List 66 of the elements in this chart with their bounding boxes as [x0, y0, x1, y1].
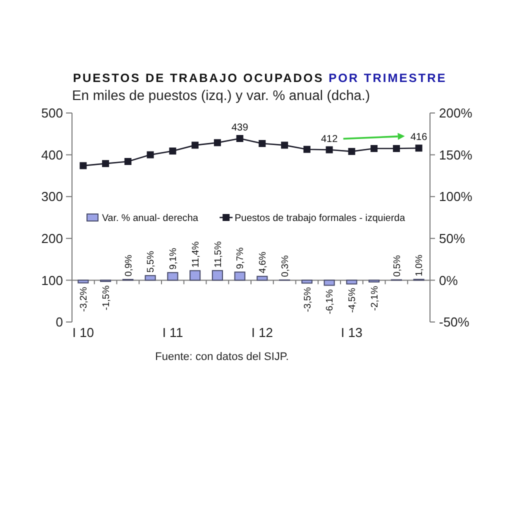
bar — [212, 270, 223, 281]
y2-tick-label: 200% — [439, 106, 473, 121]
y-tick-label: 0 — [56, 314, 63, 330]
bar — [346, 280, 358, 284]
y-tick-label: 200 — [41, 230, 63, 246]
point — [214, 139, 221, 146]
source-note: Fuente: con datos del SIJP. — [155, 351, 289, 363]
point — [370, 145, 378, 152]
data-label: 1,0% — [414, 254, 426, 276]
data-label: -2,1% — [369, 285, 380, 311]
data-label: 9,1% — [168, 247, 180, 270]
data-label: -4,5% — [347, 287, 358, 313]
point — [192, 142, 199, 149]
data-label: -3,2% — [78, 286, 90, 312]
data-label: 0,5% — [392, 254, 403, 277]
bar — [324, 280, 335, 286]
point — [102, 160, 110, 168]
bar — [234, 272, 246, 281]
bar — [167, 272, 178, 281]
x-tick-label: I 12 — [251, 325, 274, 340]
data-label: 4,6% — [258, 251, 269, 274]
data-label: 439 — [231, 122, 249, 134]
y-tick-label: 500 — [41, 106, 63, 121]
legend-label: Puestos de trabajo formales - izquierda — [234, 212, 406, 224]
bar — [78, 280, 89, 284]
bar — [301, 280, 312, 284]
bar — [190, 270, 201, 281]
y-tick-label: 100 — [41, 272, 63, 288]
point — [348, 148, 356, 155]
point — [80, 162, 87, 170]
point — [281, 142, 288, 149]
y-tick-label: 400 — [41, 147, 63, 162]
chart-title: PUESTOS DE TRABAJO OCUPADOS POR TRIMESTRE — [73, 71, 447, 85]
y2-tick-label: 100% — [439, 189, 473, 204]
x-tick-label: I 11 — [162, 325, 184, 340]
y2-tick-label: 0% — [439, 272, 458, 288]
point — [326, 146, 333, 154]
point — [258, 140, 266, 148]
data-label: 9,7% — [235, 246, 246, 270]
x-tick-label: I 13 — [340, 325, 363, 340]
data-label: 412 — [320, 134, 338, 145]
point — [169, 148, 176, 155]
data-label: 11,5% — [212, 240, 224, 268]
point — [146, 151, 154, 158]
point — [303, 146, 310, 153]
y2-tick-label: 50% — [439, 230, 466, 246]
data-label: -3,5% — [302, 286, 314, 312]
point — [124, 158, 132, 165]
y2-tick-label: -50% — [439, 314, 470, 330]
data-label: 11,4% — [190, 240, 202, 268]
data-label: 0,3% — [280, 254, 291, 277]
data-label: -1,5% — [100, 284, 112, 310]
bar — [256, 276, 268, 281]
data-label: 416 — [410, 132, 428, 144]
point — [392, 145, 400, 152]
data-label: 5,5% — [146, 250, 157, 273]
y-tick-label: 300 — [41, 189, 63, 204]
data-label: -6,1% — [324, 288, 336, 314]
chart-subtitle: En miles de puestos (izq.) y var. % anual (dcha.) — [72, 87, 370, 103]
point — [236, 135, 244, 142]
legend-label: Var. % anual- derecha — [102, 212, 199, 224]
x-tick-label: I 10 — [72, 325, 94, 340]
data-label: 0,9% — [123, 254, 134, 276]
point — [415, 144, 422, 152]
y2-tick-label: 150% — [439, 147, 473, 162]
bar — [144, 275, 156, 281]
